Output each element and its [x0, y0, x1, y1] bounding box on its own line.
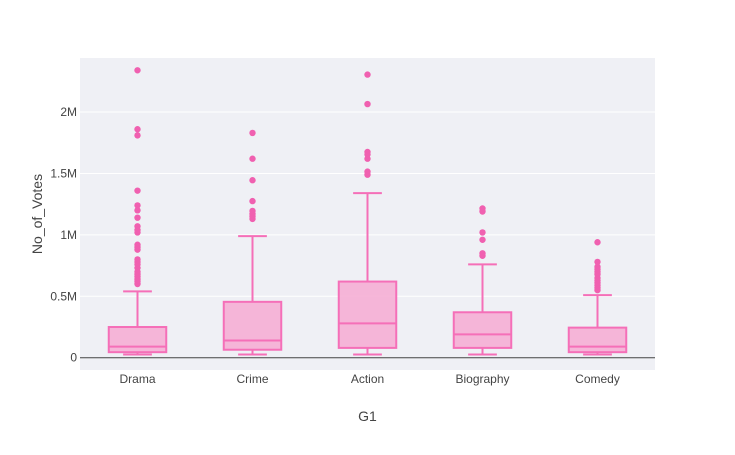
outlier-point [249, 197, 256, 205]
outlier-point [134, 187, 141, 194]
x-tick-label: Drama [119, 372, 155, 386]
y-tick-label: 1M [60, 228, 77, 242]
outlier-point [479, 236, 486, 243]
box-drama [107, 67, 168, 356]
outlier-point [249, 129, 256, 137]
y-axis-title: No_of_Votes [29, 174, 45, 254]
outlier-point [249, 177, 256, 184]
outlier-point [249, 215, 256, 223]
x-axis-ticks: Drama Crime Action Biography Comedy [119, 372, 619, 386]
box-biography [452, 205, 513, 356]
iqr-box [567, 326, 628, 354]
iqr-box [107, 326, 168, 354]
x-tick-label: Comedy [575, 372, 620, 386]
outlier-point [134, 207, 141, 214]
outlier-point [134, 229, 141, 236]
outlier-point [249, 155, 256, 162]
iqr-box [222, 300, 283, 351]
box-action [337, 71, 398, 356]
outlier-point [134, 202, 141, 209]
outlier-point [364, 155, 371, 162]
outlier-point [134, 67, 141, 74]
outlier-point [594, 258, 601, 266]
outlier-point [594, 239, 601, 246]
outlier-point [364, 171, 371, 178]
iqr-box [452, 311, 513, 349]
outlier-point [479, 229, 486, 236]
x-axis-title: G1 [358, 408, 377, 424]
box-crime [222, 129, 283, 356]
outlier-point [134, 246, 141, 253]
outlier-point [594, 286, 601, 294]
outlier-point [134, 126, 141, 133]
iqr-box [337, 280, 398, 349]
outlier-point [134, 214, 141, 221]
boxes [107, 67, 628, 356]
y-tick-label: 2M [60, 105, 77, 119]
outlier-point [134, 280, 141, 288]
x-tick-label: Crime [237, 372, 269, 386]
y-tick-label: 0.5M [50, 289, 77, 303]
x-tick-label: Biography [455, 372, 509, 386]
outlier-point [479, 252, 486, 259]
box-comedy [567, 239, 628, 356]
x-tick-label: Action [351, 372, 384, 386]
outlier-point [364, 100, 371, 108]
y-axis-ticks: 0 0.5M 1M 1.5M 2M [50, 105, 77, 365]
outlier-point [479, 208, 486, 215]
y-tick-label: 1.5M [50, 166, 77, 180]
outlier-point [134, 132, 141, 139]
y-tick-label: 0 [70, 351, 77, 365]
outlier-point [364, 71, 371, 78]
